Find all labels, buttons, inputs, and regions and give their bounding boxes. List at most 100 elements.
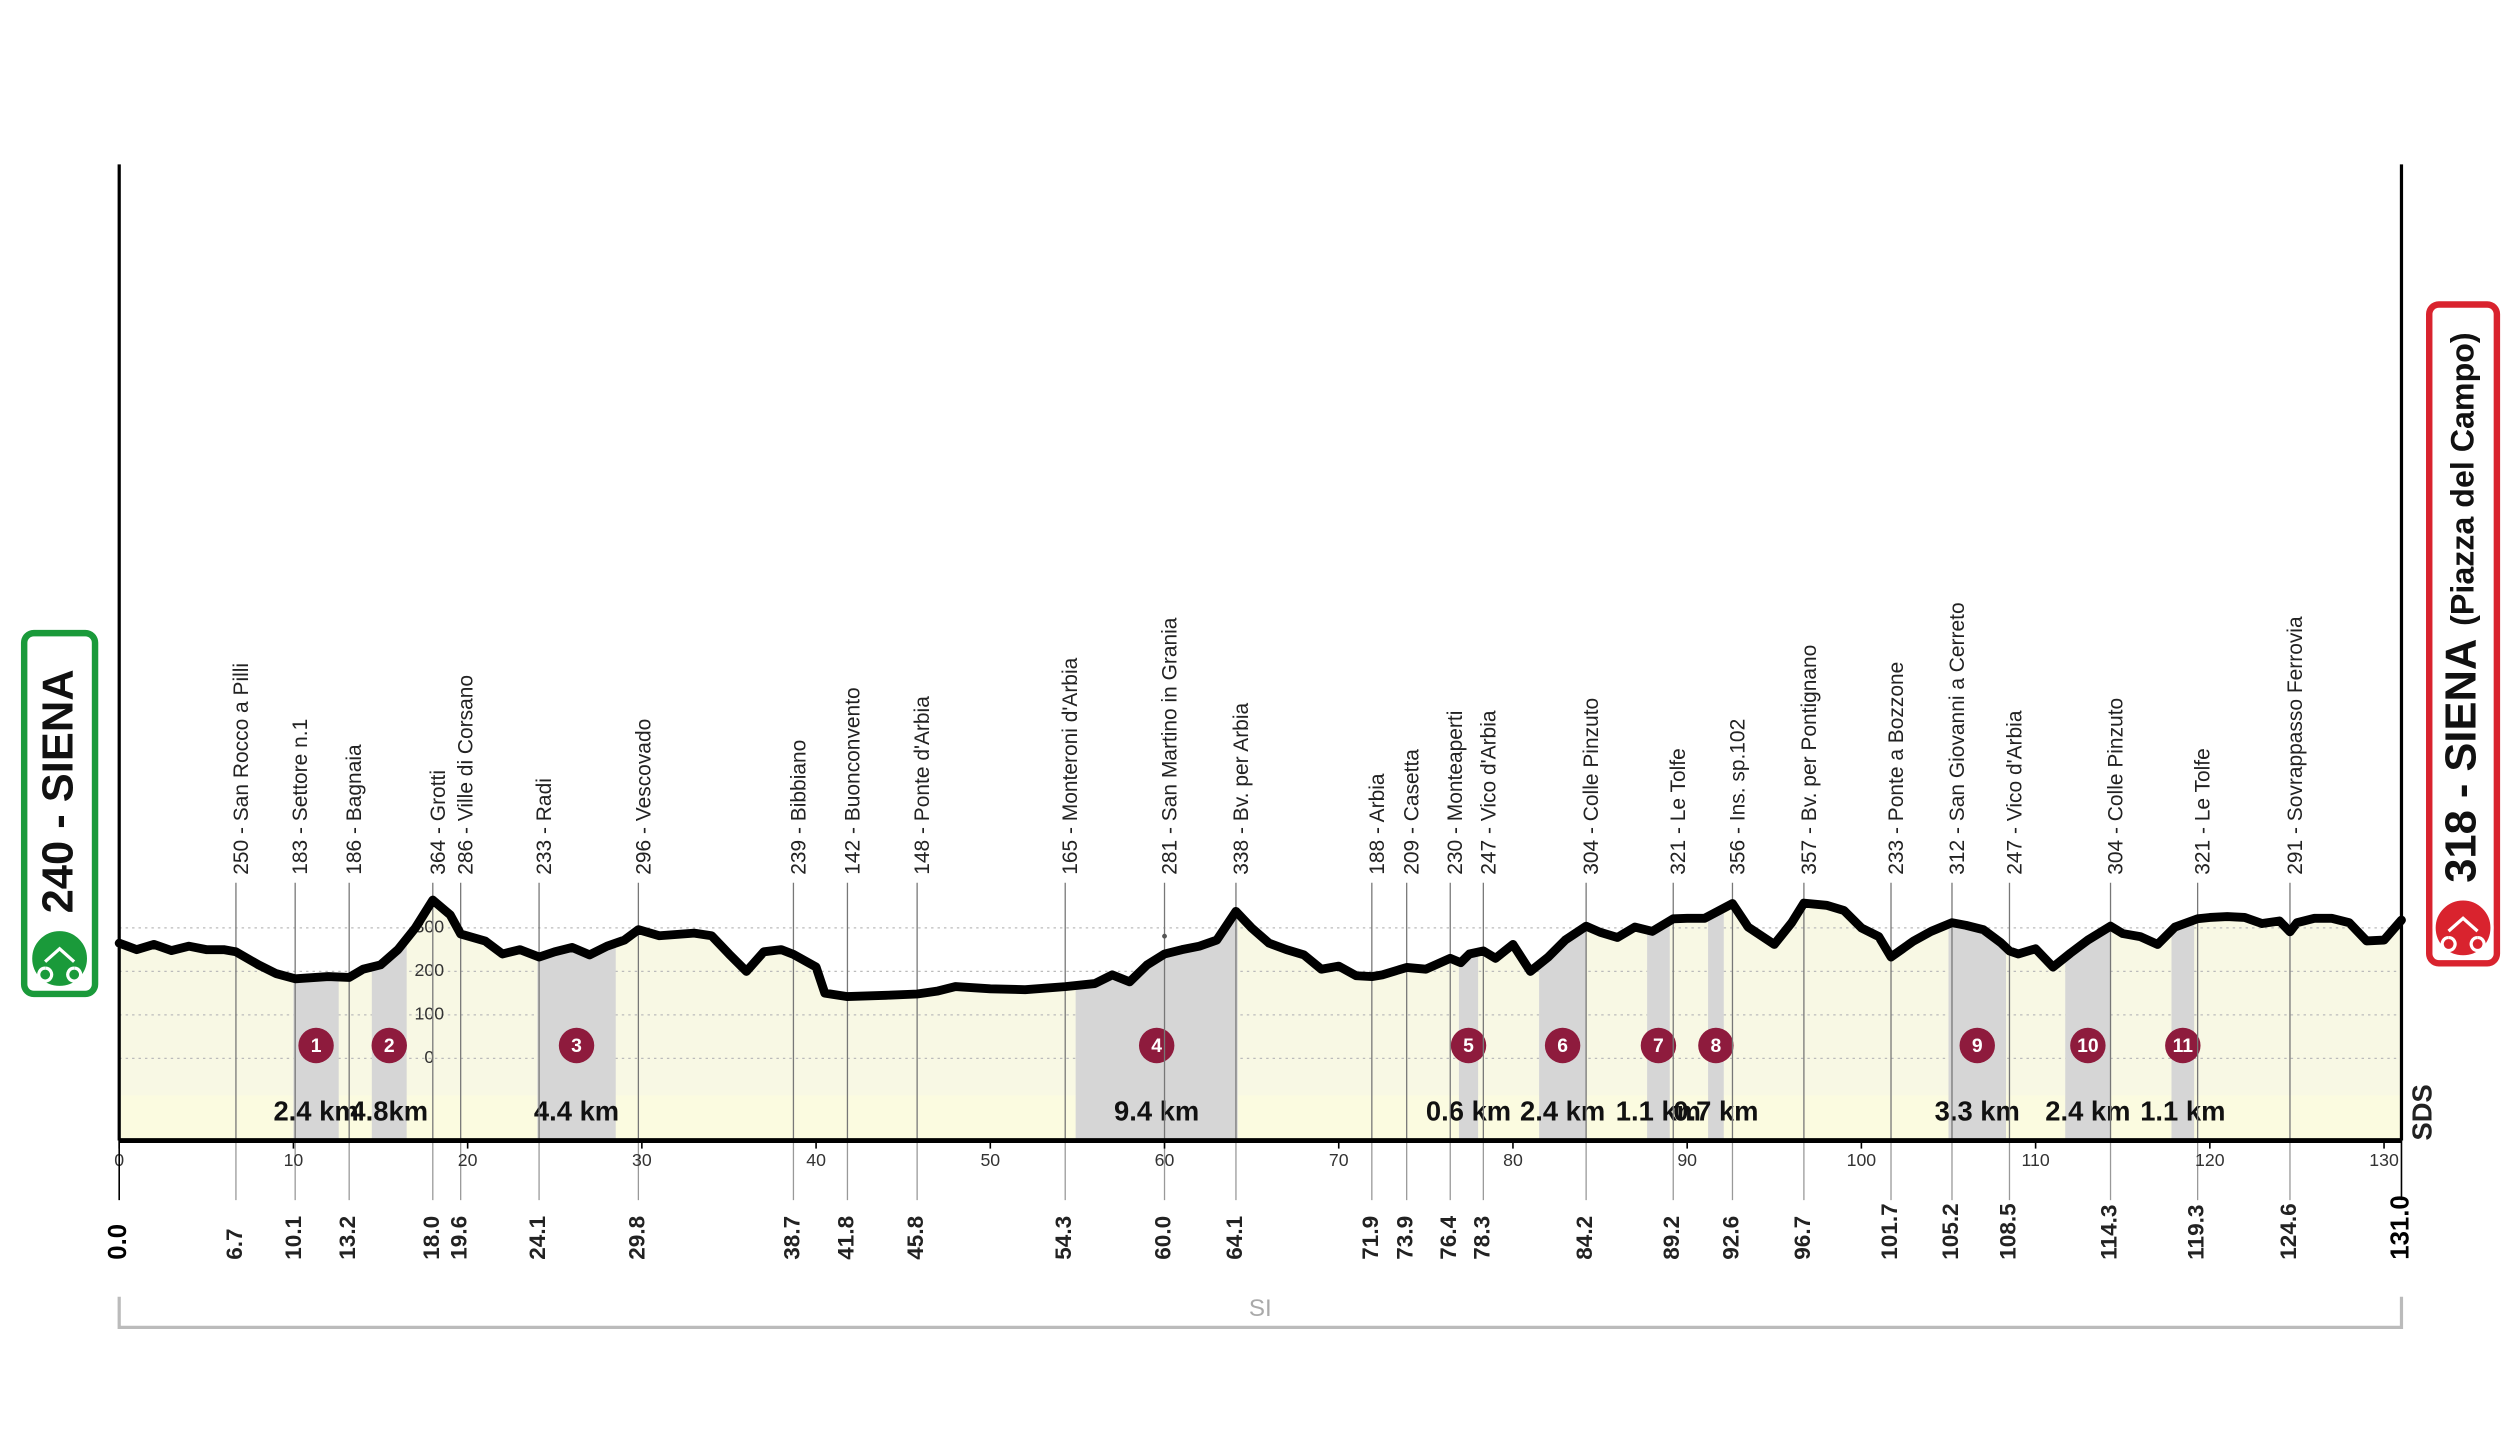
- waypoint-label: 357 - Bv. per Pontignano: [1798, 645, 1821, 875]
- waypoint-label: 230 - Monteaperti: [1444, 711, 1467, 875]
- waypoint-label: 209 - Casetta: [1401, 749, 1424, 875]
- waypoint-km: 13.2: [335, 1216, 360, 1260]
- waypoint-label: 356 - Ins. sp.102: [1726, 719, 1749, 875]
- waypoint-km: 76.4: [1436, 1215, 1461, 1259]
- waypoint-km: 29.8: [624, 1216, 649, 1260]
- sector-length: 3.3 km: [1935, 1095, 2020, 1126]
- waypoint-point: [1162, 933, 1167, 939]
- finish-icon: [2432, 897, 2494, 959]
- waypoint-label: 321 - Le Tolfe: [1667, 748, 1690, 875]
- sector-number: 3: [571, 1036, 582, 1057]
- start-icon: [28, 927, 91, 990]
- sector-number: 10: [2077, 1036, 2099, 1057]
- waypoint-km: 73.9: [1393, 1216, 1418, 1260]
- waypoint-km: 124.6: [2276, 1203, 2301, 1259]
- waypoint-km: 119.3: [2184, 1205, 2209, 1260]
- sector-badge: [1544, 1027, 1581, 1064]
- sector-length: 0.7 km: [1673, 1095, 1758, 1126]
- sector-badge: [1698, 1027, 1734, 1064]
- sector-length: 1.1 km: [1616, 1095, 1701, 1126]
- sector-length: 4.8km: [350, 1095, 428, 1126]
- waypoint-km: 108.5: [1995, 1203, 2020, 1259]
- waypoint-km: 96.7: [1790, 1216, 1815, 1260]
- waypoint-km: 64.1: [1222, 1216, 1247, 1260]
- finish-sub: (Piazza del Campo): [2444, 332, 2480, 625]
- waypoint-label: 183 - Settore n.1: [289, 719, 312, 875]
- waypoint-label: 321 - Le Tolfe: [2192, 748, 2215, 875]
- waypoint-label: 165 - Monteroni d'Arbia: [1059, 657, 1082, 874]
- region-label: SI: [1249, 1295, 1272, 1322]
- waypoint-km: 84.2: [1572, 1216, 1597, 1260]
- start-cyclist: [37, 946, 83, 983]
- sector-length: 1.1 km: [2140, 1095, 2225, 1126]
- finish-cyclist: [2440, 916, 2486, 953]
- waypoint-label: 148 - Ponte d'Arbia: [911, 696, 934, 875]
- waypoint-km: 101.7: [1877, 1203, 1902, 1259]
- sector-number: 11: [2173, 1036, 2194, 1057]
- waypoint-km: 60.0: [1150, 1216, 1175, 1260]
- sector-number: 2: [384, 1036, 395, 1057]
- waypoint-label: 291 - Sovrappasso Ferrovia: [2284, 616, 2307, 875]
- bottom-band: [119, 1095, 2402, 1141]
- finish-label: 318 - SIENA (Piazza del Campo): [2438, 332, 2486, 882]
- waypoint-label: 281 - San Martino in Grania: [1158, 617, 1181, 875]
- waypoint-label: 312 - San Giovanni a Cerreto: [1946, 602, 1969, 874]
- waypoint-label: 296 - Vescovado: [632, 719, 655, 875]
- start-label: 240 - SIENA: [35, 669, 83, 913]
- waypoint-label: 286 - Ville di Corsano: [455, 675, 478, 875]
- sector-number: 9: [1972, 1036, 1983, 1057]
- sector-badge: [1640, 1027, 1677, 1064]
- waypoint-label: 304 - Colle Pinzuto: [2104, 698, 2127, 875]
- sector-length: 4.4 km: [534, 1095, 619, 1126]
- x-tick-label: 40: [806, 1150, 826, 1170]
- y-tick-label: 0: [424, 1047, 434, 1067]
- x-tick-label: 90: [1677, 1150, 1697, 1170]
- waypoint-label: 142 - Buonconvento: [841, 687, 864, 874]
- waypoint-km: 54.3: [1051, 1216, 1076, 1260]
- start-box: [20, 629, 99, 998]
- waypoint-label: 233 - Radi: [533, 778, 556, 875]
- waypoint-km: 105.2: [1938, 1203, 1963, 1259]
- sector-length: 2.4 km: [1520, 1095, 1605, 1126]
- waypoint-label: 364 - Grotti: [427, 770, 450, 875]
- sector-number: 4: [1151, 1036, 1162, 1057]
- sector-number: 1: [311, 1036, 322, 1057]
- x-tick-label: 60: [1155, 1150, 1175, 1170]
- waypoint-km: 24.1: [525, 1216, 550, 1260]
- sector-length: 0.6 km: [1426, 1095, 1511, 1126]
- x-tick-label: 110: [2021, 1150, 2049, 1170]
- waypoint-label: 247 - Vico d'Arbia: [2003, 710, 2026, 875]
- finish-box: [2426, 301, 2501, 967]
- waypoint-label: 338 - Bv. per Arbia: [1230, 703, 1253, 875]
- finish-km-label: 131.0: [2386, 1195, 2414, 1259]
- sector-badge: [2070, 1027, 2106, 1064]
- sector-number: 6: [1557, 1036, 1568, 1057]
- sector-badge: [1138, 1027, 1175, 1064]
- x-tick-label: 80: [1503, 1150, 1523, 1170]
- waypoint-km: 6.7: [222, 1228, 247, 1259]
- x-tick-label: 120: [2195, 1150, 2225, 1170]
- waypoint-label: 233 - Ponte a Bozzone: [1885, 662, 1908, 875]
- waypoint-km: 19.6: [447, 1216, 472, 1260]
- sector-badge: [1450, 1027, 1487, 1064]
- sector-band: [1708, 908, 1724, 1141]
- y-tick-label: 200: [415, 960, 445, 980]
- waypoint-km: 89.2: [1659, 1216, 1684, 1260]
- waypoint-km: 10.1: [281, 1216, 306, 1260]
- y-tick-label: 100: [415, 1004, 445, 1024]
- x-tick-label: 10: [284, 1150, 304, 1170]
- waypoint-label: 304 - Colle Pinzuto: [1580, 698, 1603, 875]
- sector-length: 9.4 km: [1114, 1095, 1199, 1126]
- waypoint-km: 38.7: [779, 1216, 804, 1260]
- waypoint-km: 45.8: [903, 1216, 928, 1260]
- sector-number: 5: [1463, 1036, 1474, 1057]
- sector-length: 2.4 km: [2045, 1095, 2130, 1126]
- waypoint-km: 71.9: [1358, 1216, 1383, 1260]
- sector-length: 2.4 km: [273, 1095, 358, 1126]
- waypoint-km: 41.8: [833, 1216, 858, 1260]
- sector-number: 8: [1711, 1036, 1722, 1057]
- waypoint-label: 247 - Vico d'Arbia: [1477, 710, 1500, 875]
- sector-number: 7: [1653, 1036, 1664, 1057]
- x-tick-label: 20: [458, 1150, 478, 1170]
